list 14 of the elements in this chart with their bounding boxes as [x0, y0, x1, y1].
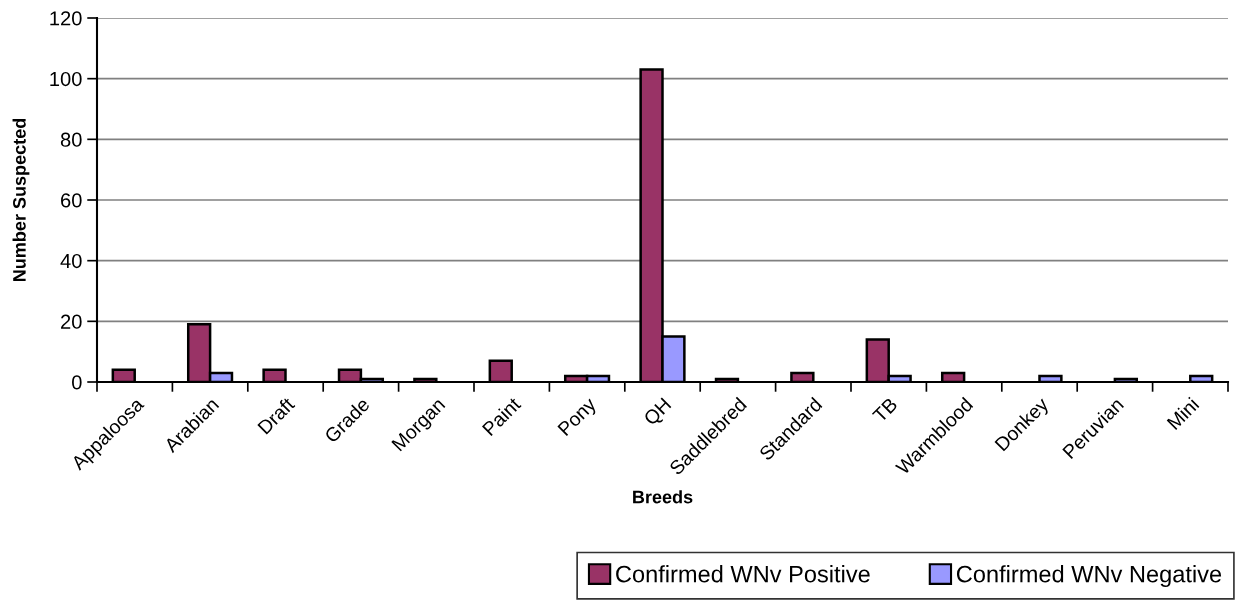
y-tick-label: 0 [72, 375, 82, 390]
y-tick-label: 60 [61, 193, 82, 208]
x-tick-label: TB [871, 397, 898, 424]
x-tick-label: Mini [1166, 396, 1200, 430]
y-tick-label: 40 [60, 253, 82, 269]
y-tick-label: 20 [61, 314, 82, 329]
legend-label: Confirmed WNv Negative [956, 565, 1222, 588]
y-tick-label: 80 [60, 132, 82, 147]
x-axis-title: Breeds [633, 490, 693, 504]
legend-label: Confirmed WNv Positive [616, 565, 870, 583]
y-axis-title: Number Suspected [12, 118, 30, 282]
x-tick-label: QH [642, 397, 674, 429]
y-tick-label: 120 [50, 11, 82, 26]
y-tick-label: 100 [50, 71, 82, 87]
